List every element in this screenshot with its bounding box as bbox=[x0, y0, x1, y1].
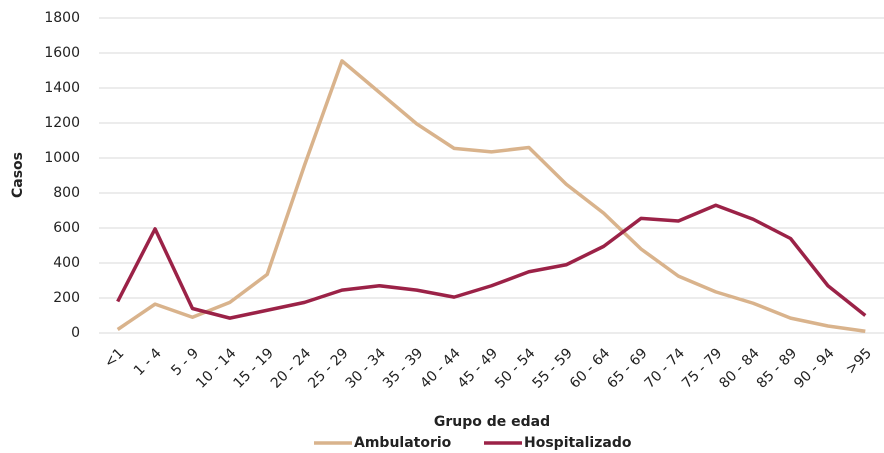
x-tick-label: 55 - 59 bbox=[530, 345, 576, 391]
x-tick-label: 40 - 44 bbox=[417, 345, 463, 391]
x-tick-label: 90 - 94 bbox=[791, 345, 837, 391]
x-tick-label: 50 - 54 bbox=[492, 345, 538, 391]
y-tick-label: 400 bbox=[53, 255, 80, 271]
x-tick-label: 85 - 89 bbox=[754, 345, 800, 391]
x-tick-label: 35 - 39 bbox=[380, 345, 426, 391]
y-tick-label: 1200 bbox=[44, 115, 80, 131]
legend-label: Hospitalizado bbox=[524, 435, 632, 451]
series-line bbox=[116, 203, 867, 320]
x-tick-label: 30 - 34 bbox=[343, 345, 389, 391]
y-tick-label: 200 bbox=[53, 290, 80, 306]
x-tick-label: 5 - 9 bbox=[168, 345, 202, 379]
legend-label: Ambulatorio bbox=[354, 435, 452, 451]
y-tick-label: 1600 bbox=[44, 45, 80, 61]
y-tick-label: 1800 bbox=[44, 10, 80, 26]
y-tick-label: 1000 bbox=[44, 150, 80, 166]
series-line bbox=[116, 59, 866, 333]
x-tick-label: 25 - 29 bbox=[305, 345, 351, 391]
y-tick-label: 800 bbox=[53, 185, 80, 201]
x-axis-title: Grupo de edad bbox=[434, 414, 550, 430]
x-tick-label: >95 bbox=[843, 345, 875, 377]
x-tick-label: <1 bbox=[101, 345, 127, 371]
y-axis-title: Casos bbox=[10, 152, 26, 198]
x-tick-label: 45 - 49 bbox=[455, 345, 501, 391]
x-tick-label: 80 - 84 bbox=[716, 345, 762, 391]
y-tick-label: 0 bbox=[71, 325, 80, 341]
x-tick-label: 65 - 69 bbox=[604, 345, 650, 391]
x-tick-label: 15 - 19 bbox=[230, 345, 276, 391]
x-tick-label: 70 - 74 bbox=[642, 345, 688, 391]
y-tick-label: 600 bbox=[53, 220, 80, 236]
y-tick-label: 1400 bbox=[44, 80, 80, 96]
x-tick-label: 60 - 64 bbox=[567, 345, 613, 391]
x-tick-label: 20 - 24 bbox=[268, 345, 314, 391]
x-tick-label: 1 - 4 bbox=[131, 345, 165, 379]
x-tick-label: 75 - 79 bbox=[679, 345, 725, 391]
x-tick-label: 10 - 14 bbox=[193, 345, 239, 391]
